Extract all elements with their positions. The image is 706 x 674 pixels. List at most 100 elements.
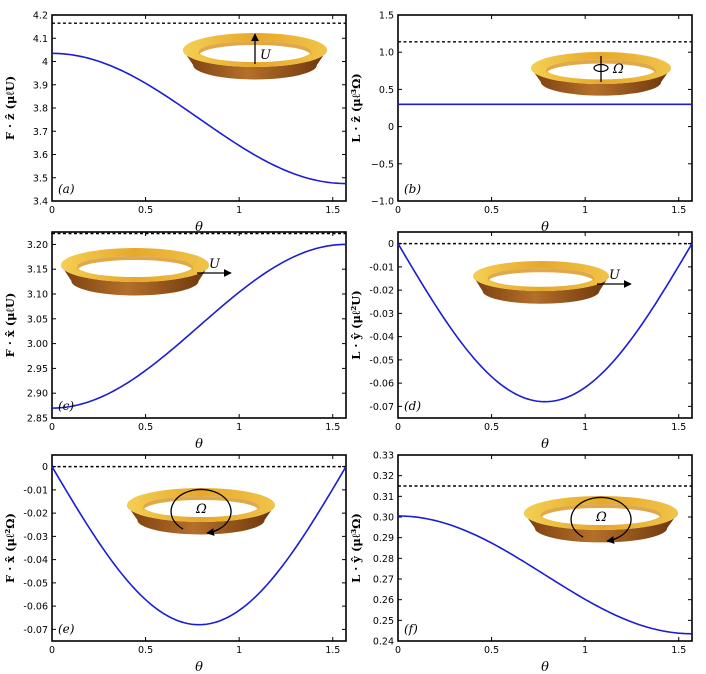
y-tick-label: -0.04 [23,555,48,566]
y-tick-label: 2.85 [27,414,48,425]
y-axis-label: F · x̂ (μℓ²Ω) [3,513,17,583]
x-tick-label: 1.5 [325,645,340,656]
plot-frame [51,231,347,419]
x-tick-label: 0.5 [484,645,499,656]
y-tick-label: 3.8 [33,104,48,115]
inset-ring: Ω [127,488,275,536]
y-tick-label: -0.06 [23,602,48,613]
y-axis-label: L · ẑ (μℓ³Ω) [349,73,363,143]
y-tick-label: 1.0 [379,48,394,59]
panel-label: (b) [404,182,421,196]
y-tick-label: 2.95 [27,364,48,375]
x-axis-label: θ [195,660,203,674]
x-tick-label: 0.5 [138,422,153,433]
y-tick-label: 0.25 [373,616,394,627]
y-tick-label: -0.01 [23,485,48,496]
inset-ring: Ω [531,52,671,96]
panel-label: (e) [58,622,75,636]
y-tick-label: 3.20 [27,240,48,251]
series-line [51,466,347,626]
y-tick-label: 0.24 [373,637,394,648]
rotation-arrow [593,63,609,73]
y-axis-label: F · x̂ (μℓU) [3,293,17,358]
x-tick-label: 1.5 [671,645,686,656]
y-tick-label: -0.03 [23,532,48,543]
rotation-arrow [170,488,232,536]
plot-frame [397,454,693,642]
ring-side [183,50,327,80]
y-tick-label: 0.30 [373,513,394,524]
ring-inner-wall [546,59,656,74]
inset-ring: U [183,33,327,80]
x-axis-label: θ [541,220,549,235]
panel-e: 0 0.5 1 1.5 -0.07 -0.06 -0.05 -0.04 -0.03 -0.02 -0… [3,454,347,674]
velocity-label: U [609,268,621,283]
y-tick-label: -0.07 [23,625,48,636]
y-tick-label: 3.5 [33,173,48,184]
x-tick-label: 0 [49,422,55,433]
ring-inner-wall [77,255,193,271]
panel-label: (d) [404,399,421,413]
inset-ring: U [473,261,632,304]
plot-frame [397,231,693,419]
ring-inner-wall [487,268,595,282]
x-tick-label: 0 [395,205,401,216]
x-axis-label: θ [541,660,549,674]
y-tick-label: 4.1 [33,34,48,45]
y-axis-label: L · ŷ (μℓ³Ω) [349,513,363,583]
x-tick-label: 0.5 [484,422,499,433]
ring-inner-wall [540,503,662,519]
x-tick-label: 1 [236,422,242,433]
x-tick-label: 1 [582,205,588,216]
panel-d: 0 0.5 1 1.5 -0.07 -0.06 -0.05 -0.04 -0.03 -0.02 -0… [349,231,693,452]
velocity-label: U [260,48,272,63]
y-tick-label: 3.10 [27,290,48,301]
x-tick-label: 1.5 [325,205,340,216]
y-tick-label: −1.0 [371,197,394,208]
y-tick-label: -0.06 [369,379,394,390]
y-tick-label: 0 [388,122,394,133]
ring-side [127,505,275,535]
x-tick-label: 1 [236,205,242,216]
x-tick-label: 1 [582,645,588,656]
y-tick-label: 0.32 [373,471,394,482]
x-tick-label: 0 [395,422,401,433]
y-tick-label: 0.27 [373,575,394,586]
x-axis-label: θ [541,437,549,452]
plot-frame [397,14,693,202]
panel-label: (f) [404,622,418,636]
ring-side [524,513,678,543]
x-tick-label: 1 [236,645,242,656]
y-tick-label: 3.00 [27,339,48,350]
y-tick-label: 1.5 [379,11,394,22]
y-tick-label: 4 [42,57,48,68]
panel-f: 0 0.5 1 1.5 0.24 0.25 0.26 0.27 0.28 0.29 0.30 0.31… [349,451,693,674]
x-tick-label: 0 [49,645,55,656]
y-tick-label: 3.7 [33,127,48,138]
panel-label: (a) [58,182,75,196]
x-tick-label: 0.5 [138,645,153,656]
x-axis-label: θ [195,437,203,452]
y-tick-label: 3.6 [33,150,48,161]
y-tick-label: 3.4 [33,197,48,208]
panel-a: 0 0.5 1 1.5 3.4 3.5 3.6 3.7 3.8 3.9 4 4.1 4.2 θ F · ẑ … [3,11,347,235]
x-tick-label: 1 [582,422,588,433]
x-tick-label: 0.5 [484,205,499,216]
x-tick-label: 0.5 [138,205,153,216]
y-tick-label: 0.31 [373,492,394,503]
y-tick-label: 2.90 [27,389,48,400]
y-tick-label: 0 [42,462,48,473]
y-tick-label: 4.2 [33,11,48,22]
inset-ring: Ω [524,496,678,544]
panel-label: (c) [58,399,74,413]
y-tick-label: 3.9 [33,80,48,91]
y-tick-label: 3.05 [27,314,48,325]
y-tick-label: 0.33 [373,451,394,462]
y-tick-label: -0.01 [369,262,394,273]
y-tick-label: -0.07 [369,402,394,413]
inset-ring: U [61,248,232,296]
ring-side [61,265,209,296]
series-line [51,243,347,409]
velocity-label: U [209,257,221,272]
ring-inner-wall [198,40,312,56]
